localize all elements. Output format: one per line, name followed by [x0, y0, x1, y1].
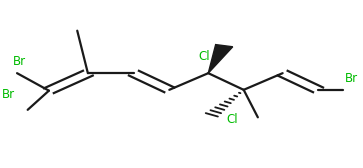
- Text: Cl: Cl: [226, 113, 238, 126]
- Polygon shape: [208, 45, 233, 73]
- Text: Br: Br: [344, 72, 358, 85]
- Text: Cl: Cl: [199, 50, 210, 63]
- Text: Br: Br: [13, 55, 26, 68]
- Text: Br: Br: [2, 88, 15, 101]
